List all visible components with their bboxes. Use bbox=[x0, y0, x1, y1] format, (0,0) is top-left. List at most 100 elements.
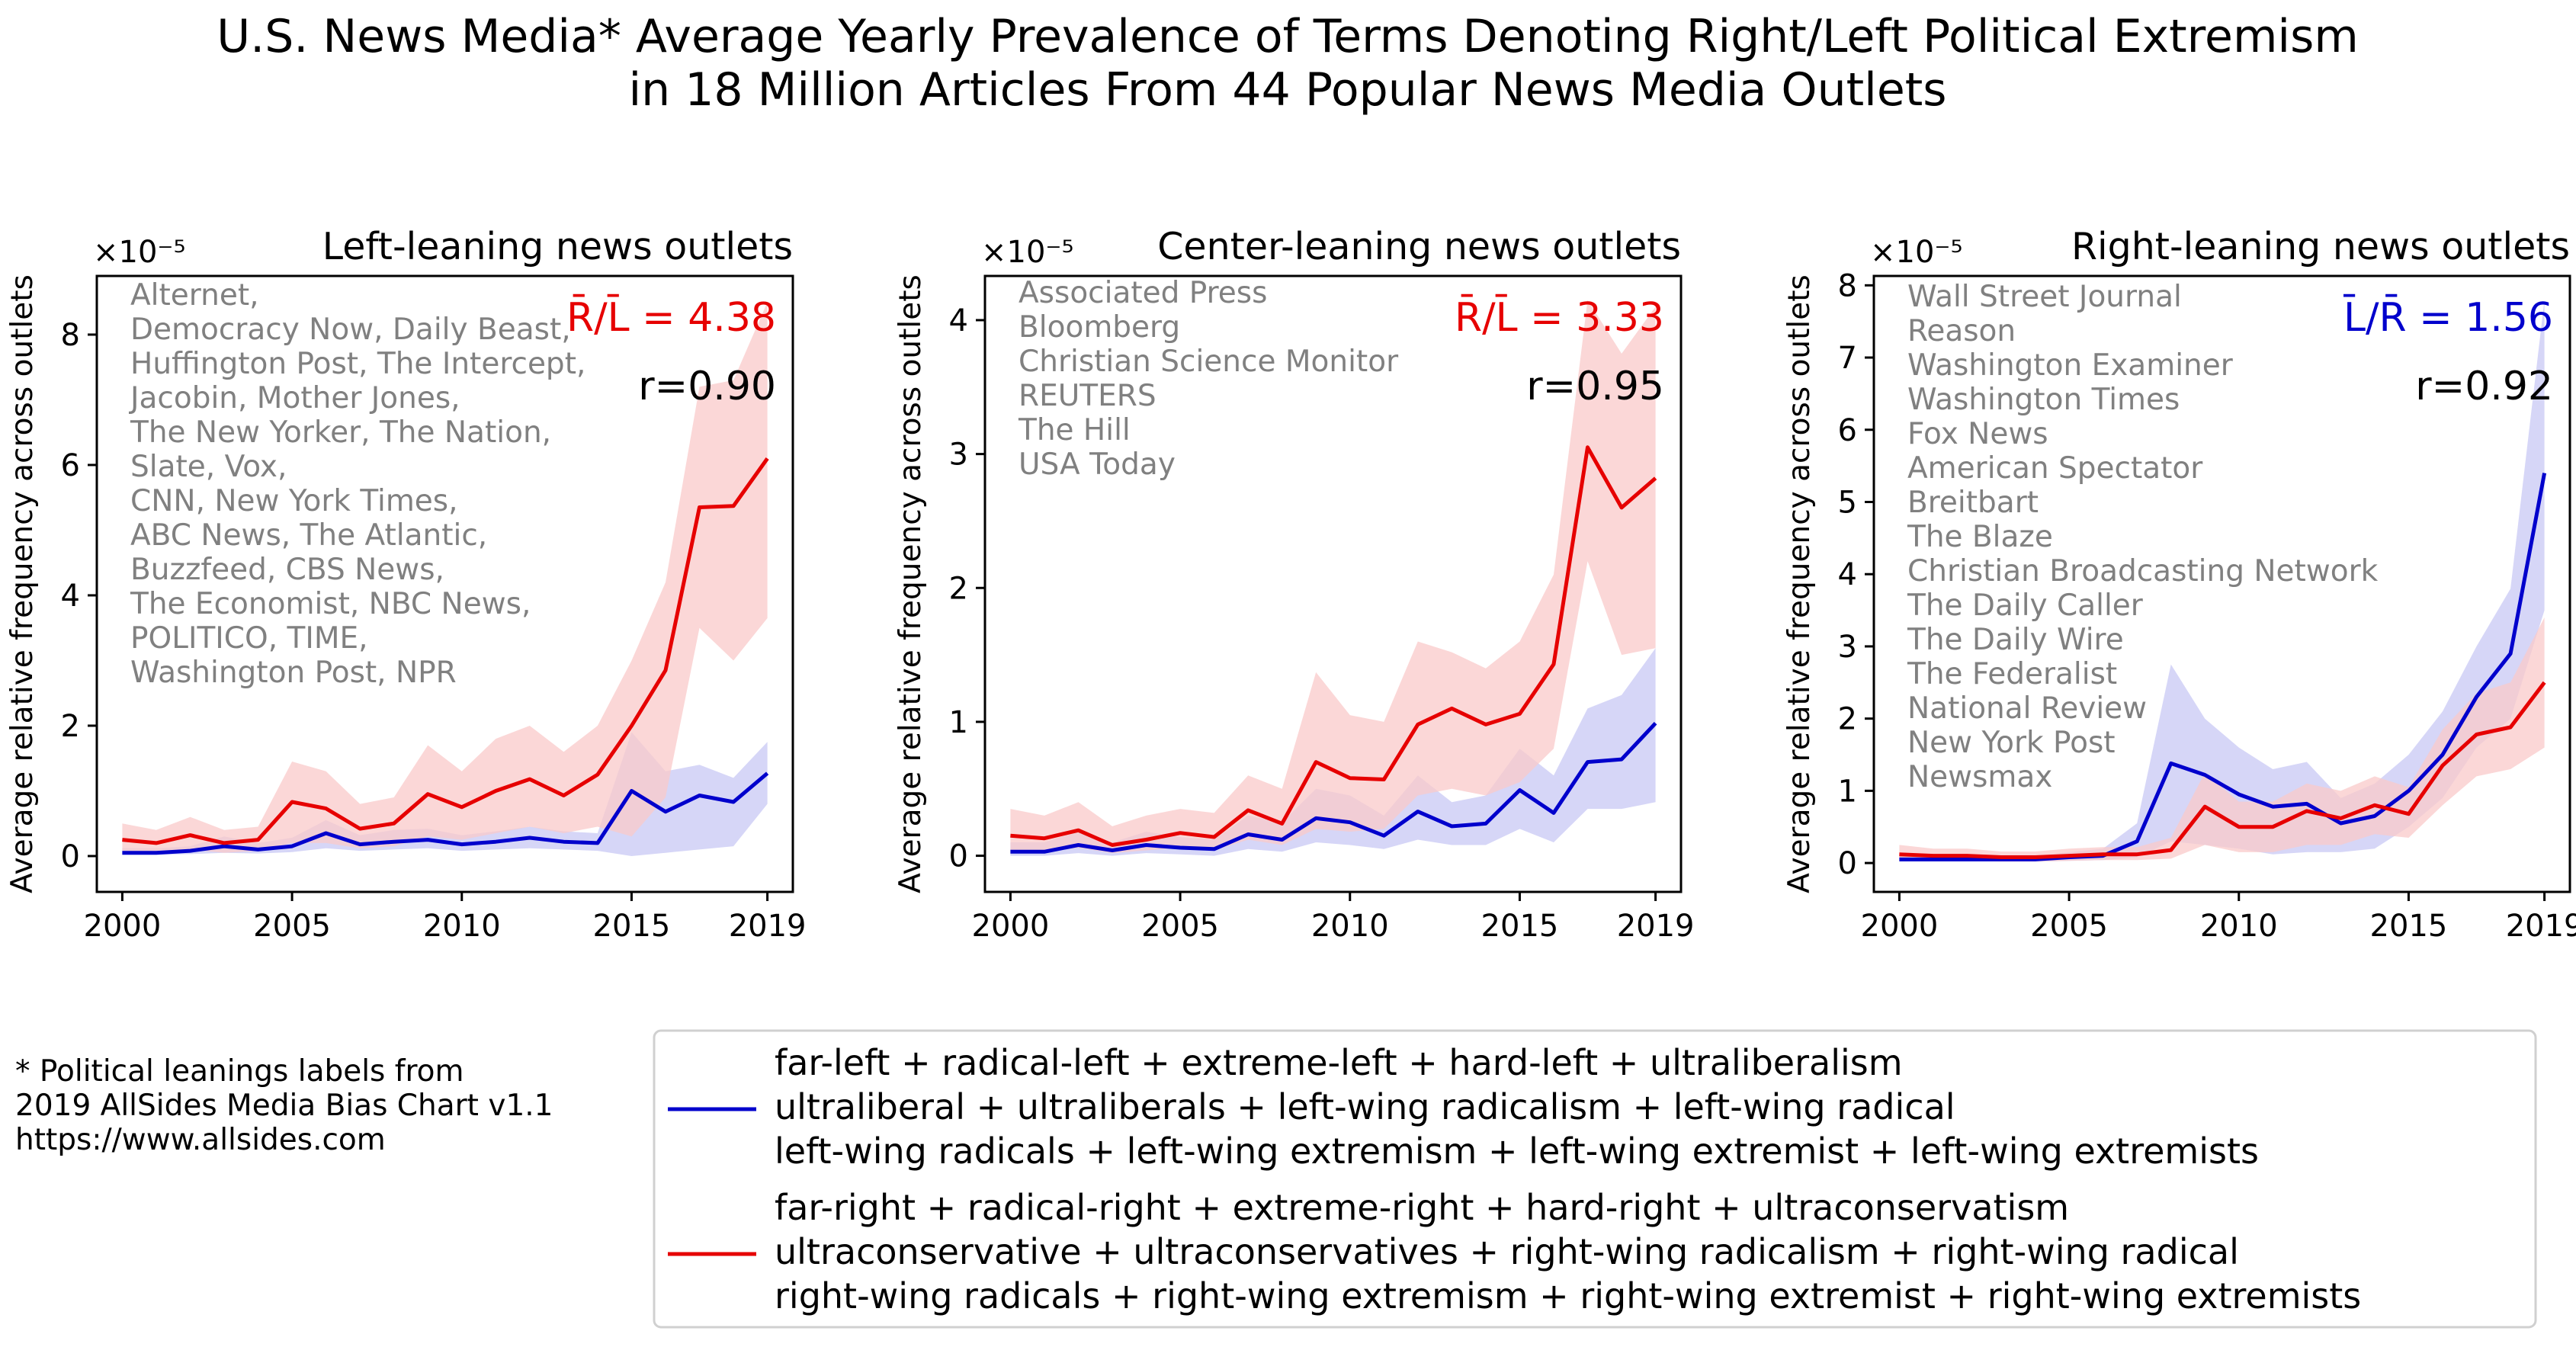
confidence-band-right bbox=[1899, 617, 2545, 862]
footnote-line-2: 2019 AllSides Media Bias Chart v1.1 bbox=[15, 1089, 553, 1123]
y-axis-label: Average relative frequency across outlet… bbox=[893, 274, 928, 893]
outlet-name: Associated Press bbox=[1019, 276, 1267, 310]
outlet-name: Buzzfeed, CBS News, bbox=[130, 553, 444, 587]
panel-left-leaning: Left-leaning news outlets ×10⁻⁵ Average re… bbox=[5, 225, 806, 944]
y-tick-label: 5 bbox=[1838, 485, 1857, 520]
panel-title: Left-leaning news outlets bbox=[322, 225, 793, 268]
outlet-name: Reason bbox=[1907, 314, 2016, 348]
outlet-name: The New Yorker, The Nation, bbox=[130, 415, 551, 450]
y-tick-label: 3 bbox=[949, 438, 968, 473]
legend-frame bbox=[653, 1029, 2537, 1329]
outlet-name: POLITICO, TIME, bbox=[130, 621, 368, 656]
outlet-name: REUTERS bbox=[1019, 379, 1156, 413]
y-tick-label: 0 bbox=[1838, 846, 1857, 881]
y-tick-label: 1 bbox=[1838, 774, 1857, 809]
y-tick-label: 2 bbox=[61, 709, 80, 744]
y-tick-label: 4 bbox=[949, 303, 968, 338]
outlet-name: Washington Post, NPR bbox=[130, 656, 457, 690]
panel-title: Right-leaning news outlets bbox=[2071, 225, 2570, 268]
x-tick-label: 2005 bbox=[1141, 909, 1219, 944]
y-tick-label: 4 bbox=[61, 579, 80, 614]
y-tick-label: 2 bbox=[1838, 702, 1857, 737]
x-tick-label: 2005 bbox=[253, 909, 331, 944]
correlation-annotation: r=0.92 bbox=[2415, 364, 2553, 409]
ratio-annotation: L̄/R̄ = 1.56 bbox=[2343, 294, 2553, 341]
panel-right-leaning: Right-leaning news outlets ×10⁻⁵ Average r… bbox=[1782, 225, 2576, 944]
y-tick-label: 8 bbox=[1838, 268, 1857, 303]
outlet-name: The Economist, NBC News, bbox=[130, 587, 531, 621]
x-tick-label: 2000 bbox=[84, 909, 162, 944]
outlet-name: Christian Science Monitor bbox=[1019, 345, 1399, 379]
x-tick-label: 2010 bbox=[2200, 909, 2278, 944]
series-line-right bbox=[122, 457, 769, 845]
y-multiplier-label: ×10⁻⁵ bbox=[981, 235, 1074, 270]
figure-title-line-2: in 18 Million Articles From 44 Popular N… bbox=[628, 63, 1946, 117]
footnote-line-3: https://www.allsides.com bbox=[15, 1123, 386, 1157]
x-tick-label: 2015 bbox=[1481, 909, 1559, 944]
legend-right-line-3: right-wing radicals + right-wing extremi… bbox=[775, 1275, 2361, 1317]
confidence-band-left bbox=[1010, 648, 1656, 856]
y-tick-label: 0 bbox=[949, 839, 968, 874]
outlet-name: Breitbart bbox=[1907, 486, 2039, 520]
y-tick-label: 4 bbox=[1838, 557, 1857, 592]
series-line-left bbox=[1899, 473, 2547, 861]
series-line-right bbox=[1899, 681, 2546, 859]
y-tick-label: 2 bbox=[949, 571, 968, 606]
ratio-annotation: R̄/L̄ = 3.33 bbox=[1455, 294, 1664, 341]
axes-frame bbox=[95, 274, 794, 893]
x-tick-label: 2010 bbox=[1311, 909, 1389, 944]
outlet-name: Christian Broadcasting Network bbox=[1907, 554, 2379, 589]
plot-area bbox=[1010, 300, 1657, 856]
x-tick-label: 2019 bbox=[729, 909, 807, 944]
x-tick-label: 2015 bbox=[2370, 909, 2448, 944]
outlet-name: The Federalist bbox=[1907, 657, 2117, 691]
outlet-name: Washington Times bbox=[1907, 383, 2180, 417]
correlation-annotation: r=0.95 bbox=[1526, 364, 1664, 409]
outlet-name: CNN, New York Times, bbox=[130, 484, 458, 518]
y-tick-label: 1 bbox=[949, 705, 968, 740]
outlet-name: The Daily Wire bbox=[1907, 623, 2124, 657]
outlet-name: Alternet, bbox=[130, 278, 259, 313]
x-tick-label: 2000 bbox=[972, 909, 1050, 944]
legend-right-line-1: far-right + radical-right + extreme-righ… bbox=[775, 1187, 2069, 1228]
panel-center-leaning: Center-leaning news outlets ×10⁻⁵ Average … bbox=[893, 225, 1694, 944]
y-tick-label: 0 bbox=[61, 839, 80, 874]
panel-title: Center-leaning news outlets bbox=[1157, 225, 1681, 268]
x-tick-label: 2019 bbox=[2506, 909, 2576, 944]
outlet-name: Bloomberg bbox=[1019, 310, 1180, 345]
outlet-name: Slate, Vox, bbox=[130, 450, 287, 484]
y-axis-label: Average relative frequency across outlet… bbox=[1782, 274, 1817, 893]
x-tick-label: 2005 bbox=[2030, 909, 2108, 944]
outlet-name: USA Today bbox=[1019, 447, 1176, 482]
series-line-left bbox=[1010, 721, 1657, 854]
outlet-name: Wall Street Journal bbox=[1907, 280, 2182, 314]
legend-left-line-1: far-left + radical-left + extreme-left +… bbox=[775, 1042, 1903, 1083]
outlet-name: The Blaze bbox=[1907, 520, 2053, 554]
x-tick-label: 2000 bbox=[1861, 909, 1939, 944]
x-tick-label: 2015 bbox=[593, 909, 671, 944]
outlet-name: American Spectator bbox=[1907, 451, 2203, 486]
outlet-name: Newsmax bbox=[1907, 760, 2052, 794]
outlet-name: Huffington Post, The Intercept, bbox=[130, 347, 585, 381]
outlet-name: The Daily Caller bbox=[1907, 589, 2144, 623]
y-tick-label: 8 bbox=[61, 318, 80, 353]
x-tick-label: 2019 bbox=[1617, 909, 1695, 944]
legend-right-line-2: ultraconservative + ultraconservatives +… bbox=[775, 1231, 2239, 1272]
series-line-left bbox=[122, 771, 769, 855]
series-line-right bbox=[1010, 445, 1657, 847]
y-multiplier-label: ×10⁻⁵ bbox=[1870, 235, 1963, 270]
footnote-line-1: * Political leanings labels from bbox=[15, 1054, 464, 1089]
confidence-band-left bbox=[1899, 300, 2545, 862]
y-tick-label: 6 bbox=[61, 448, 80, 483]
x-tick-label: 2010 bbox=[423, 909, 501, 944]
y-tick-label: 3 bbox=[1838, 630, 1857, 665]
legend-left-line-2: ultraliberal + ultraliberals + left-wing… bbox=[775, 1086, 1955, 1127]
outlet-name: ABC News, The Atlantic, bbox=[130, 518, 487, 553]
outlet-name: National Review bbox=[1907, 691, 2147, 726]
plot-area bbox=[1899, 300, 2547, 862]
y-tick-label: 7 bbox=[1838, 341, 1857, 376]
outlet-name: Democracy Now, Daily Beast, bbox=[130, 313, 571, 347]
legend-left-line-3: left-wing radicals + left-wing extremism… bbox=[775, 1131, 2259, 1172]
y-multiplier-label: ×10⁻⁵ bbox=[93, 235, 186, 270]
